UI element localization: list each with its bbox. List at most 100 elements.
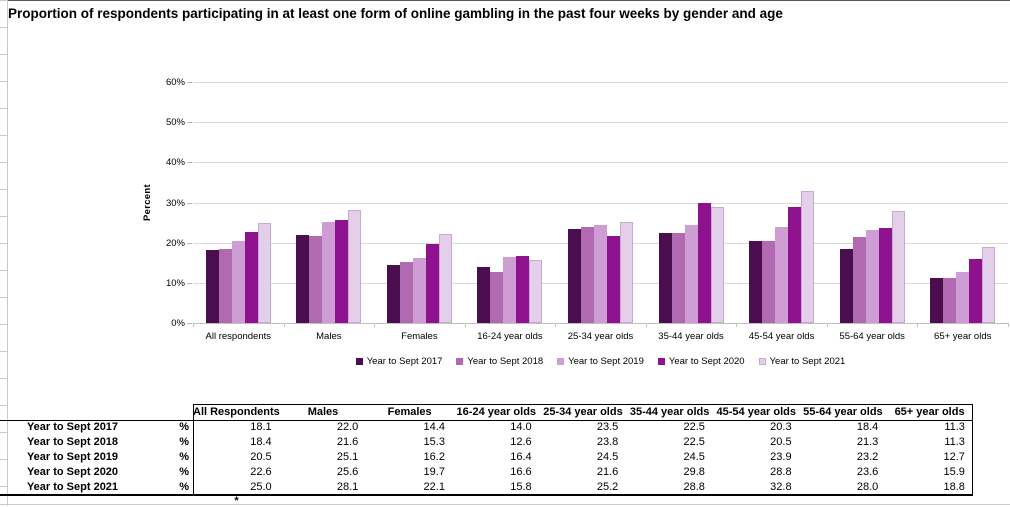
bar [956,272,969,323]
table-unit-header-cell [145,404,193,420]
table-cell[interactable]: 14.4 [423,421,445,433]
table-cell[interactable]: 23.6 [856,466,879,478]
table-cell[interactable]: 24.5 [596,451,619,463]
x-axis-tick [736,323,737,327]
table-cell[interactable]: 18.1 [250,421,272,433]
table-unit-cell[interactable]: % [179,436,189,448]
table-cell[interactable]: 15.8 [510,481,532,493]
table-cell[interactable]: 12.6 [510,436,532,448]
table-cell[interactable]: 22.5 [683,436,705,448]
chart-legend: Year to Sept 2017 Year to Sept 2018 Year t… [193,356,1008,367]
table-cell[interactable]: 20.5 [250,451,272,463]
table-cell[interactable]: 29.8 [683,466,705,478]
table-cell[interactable]: 25.6 [336,466,359,478]
excel-left-gridline [0,0,8,506]
table-row-label[interactable]: Year to Sept 2018 [26,436,119,448]
table-cell[interactable]: 21.6 [596,466,619,478]
table-unit-cell[interactable]: % [179,451,189,463]
bar [698,203,711,323]
table-header-cell[interactable]: 65+ year olds [894,406,965,418]
legend-label: Year to Sept 2019 [568,356,644,367]
table-cell[interactable]: 18.4 [250,436,272,448]
window-top-border [0,0,1010,1]
table-unit-cell[interactable]: % [179,481,189,493]
bar [568,229,581,323]
table-cell[interactable]: 28.8 [770,466,792,478]
table-cell[interactable]: 14.0 [510,421,532,433]
legend-swatch [456,358,464,365]
y-axis-tick [187,82,192,83]
y-axis-label: 50% [165,117,185,129]
bar [490,272,503,323]
bar [503,257,516,323]
table-cell[interactable]: 21.6 [336,436,359,448]
bar [322,222,335,323]
table-border-line [193,404,194,496]
table-header-cell[interactable]: 25-34 year olds [543,406,623,418]
table-cell[interactable]: 22.0 [336,421,359,433]
chart-title[interactable]: Proportion of respondents participating … [8,6,783,21]
table-row-label[interactable]: Year to Sept 2021 [26,481,119,493]
table-row-label[interactable]: Year to Sept 2019 [26,451,119,463]
table-header-cell[interactable]: 55-64 year olds [803,406,883,418]
table-cell[interactable]: 18.8 [943,481,965,493]
table-header-cell[interactable]: 45-54 year olds [716,406,797,418]
bar [775,227,788,323]
table-header-cell[interactable]: 16-24 year olds [456,406,537,418]
bar [762,241,775,323]
gridline [193,202,1008,204]
table-cell[interactable]: 16.6 [510,466,532,478]
y-axis-label: 20% [165,237,185,249]
table-header-cell[interactable]: 35-44 year olds [629,406,710,418]
table-cell[interactable]: 20.5 [770,436,792,448]
bar [258,223,271,323]
table-row-label[interactable]: Year to Sept 2017 [26,421,119,433]
table-cell[interactable]: 11.3 [944,436,965,448]
table-cell[interactable]: 23.5 [596,421,619,433]
table-cell[interactable]: 12.7 [943,451,965,463]
table-unit-cell[interactable]: % [179,421,189,433]
bar [400,262,413,323]
table-cell[interactable]: 22.5 [683,421,705,433]
table-unit-cell[interactable]: % [179,466,189,478]
table-cell[interactable]: 23.2 [856,451,879,463]
table-cell[interactable]: 11.3 [944,421,965,433]
x-axis-label: 25-34 year olds [567,331,634,342]
table-cell[interactable]: 15.3 [423,436,445,448]
table-cell[interactable]: 25.1 [336,451,359,463]
table-cell[interactable]: 32.8 [770,481,792,493]
table-cell[interactable]: 23.9 [770,451,792,463]
table-header-cell[interactable]: Females [387,406,432,418]
table-row: Year to Sept 2018% 18.4 21.6 15.3 12.6 23.8 22… [0,435,973,450]
table-cell[interactable]: 15.9 [943,466,965,478]
bar [930,278,943,323]
legend-label: Year to Sept 2020 [668,356,745,367]
table-cell[interactable]: 19.7 [423,466,445,478]
x-axis-tick [646,323,647,327]
table-cell[interactable]: 18.4 [856,421,879,433]
table-cell[interactable]: 22.6 [250,466,272,478]
table-cell[interactable]: 28.8 [683,481,705,493]
table-cell[interactable]: 21.3 [856,436,879,448]
table-cell[interactable]: 20.3 [770,421,792,433]
bar [892,211,905,323]
bar [711,207,724,323]
table-header-cell[interactable]: All Respondents [193,406,280,418]
table-cell[interactable]: 28.1 [336,481,359,493]
table-cell[interactable]: 23.8 [596,436,619,448]
table-cell[interactable]: 28.0 [856,481,879,493]
table-row: Year to Sept 2021% 25.0 28.1 22.1 15.8 25.2 28… [0,480,973,495]
table-cell[interactable]: 22.1 [423,481,445,493]
table-cell[interactable]: 16.4 [510,451,532,463]
table-header-cell[interactable]: Males [307,406,339,418]
legend-item: Year to Sept 2021 [758,356,845,367]
bar [672,233,685,323]
bar [477,267,490,323]
table-row-label[interactable]: Year to Sept 2020 [26,466,119,478]
bar [594,225,607,323]
table-cell[interactable]: 25.0 [250,481,272,493]
table-cell[interactable]: 16.2 [423,451,445,463]
table-cell[interactable]: 25.2 [596,481,619,493]
table-cell[interactable]: 24.5 [683,451,705,463]
